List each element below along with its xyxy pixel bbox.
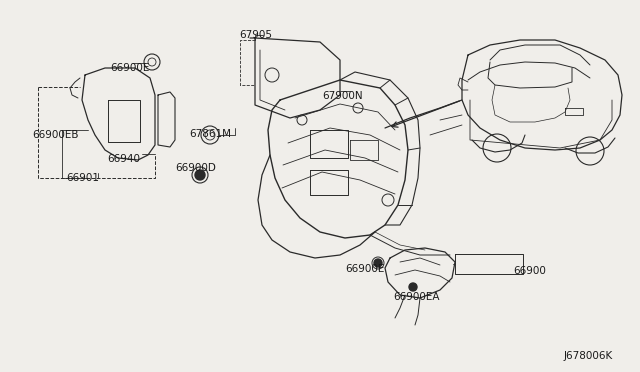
Text: 67900N: 67900N (322, 91, 363, 101)
Text: 66900E: 66900E (110, 63, 149, 73)
Circle shape (195, 170, 205, 180)
Text: 67905: 67905 (239, 30, 272, 40)
Text: 66900E: 66900E (345, 264, 385, 274)
Text: 66900D: 66900D (175, 163, 216, 173)
Text: 66900EB: 66900EB (32, 130, 79, 140)
Circle shape (409, 283, 417, 291)
Text: 66901: 66901 (66, 173, 99, 183)
Text: 66940: 66940 (107, 154, 140, 164)
Text: J678006K: J678006K (564, 351, 613, 361)
Text: 67861M: 67861M (189, 129, 231, 139)
Text: 66900: 66900 (513, 266, 546, 276)
Circle shape (374, 259, 382, 267)
Text: 66900EA: 66900EA (393, 292, 440, 302)
